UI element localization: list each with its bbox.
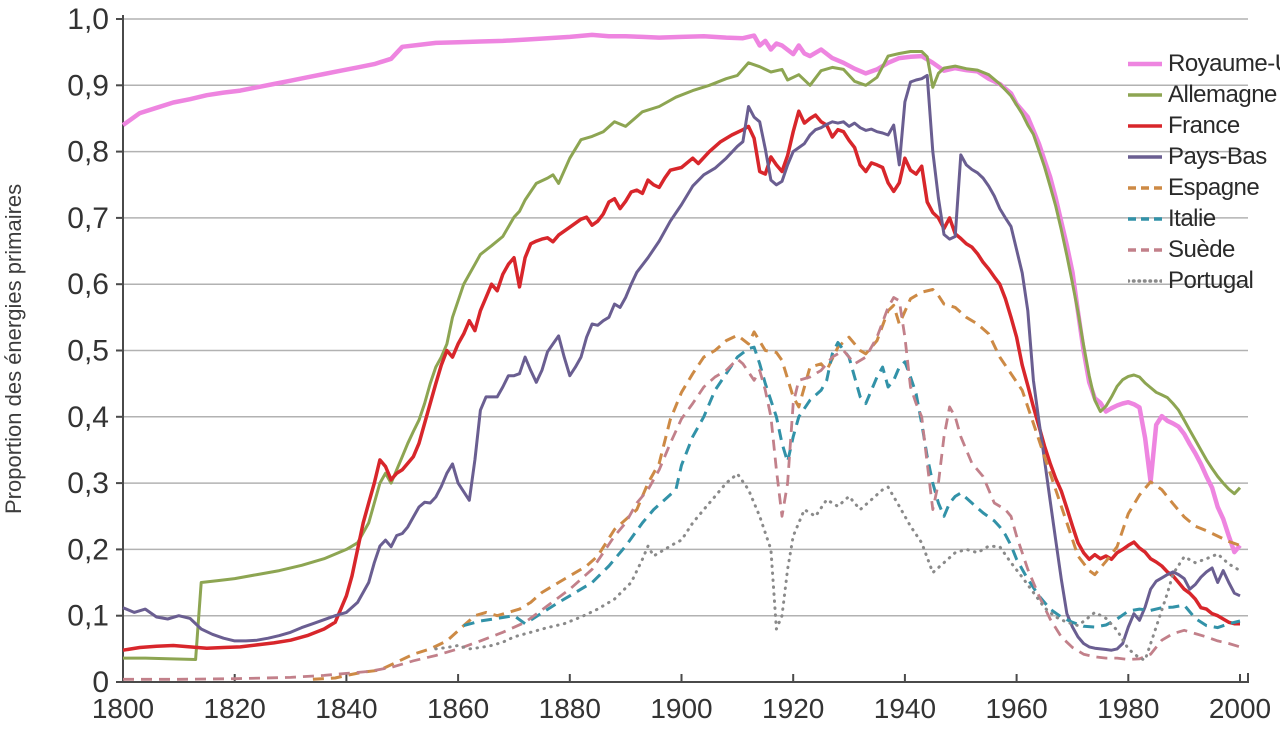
x-tick-label-1880: 1880 [539,693,601,724]
legend-label: Espagne [1168,173,1260,201]
series-line-italie [463,341,1241,630]
legend-label: Italie [1168,204,1216,232]
legend-swatch-icon [1128,92,1162,97]
legend-item-italie: Italie [1128,203,1280,234]
y-tick-label-0,8: 0,8 [67,136,109,169]
legend-label: Pays-Bas [1168,142,1267,170]
y-tick-label-0,2: 0,2 [67,533,109,566]
legend-swatch-icon [1128,123,1162,128]
legend-swatch-icon [1128,216,1162,221]
legend-item-allemagne: Allemagne [1128,79,1280,110]
y-tick-label-0: 0 [92,666,109,699]
x-tick-label-1940: 1940 [874,693,936,724]
series-line-portugal [434,472,1242,662]
legend: Royaume-Uni Allemagne France Pays-Bas Espagn… [1128,48,1280,296]
x-tick-label-1820: 1820 [204,693,266,724]
legend-label: Allemagne [1168,80,1277,108]
series-line-su-de [123,296,1241,681]
x-tick-label-1900: 1900 [650,693,712,724]
x-tick-label-1960: 1960 [985,693,1047,724]
legend-item-royaume-uni: Royaume-Uni [1128,48,1280,79]
y-tick-label-0,3: 0,3 [67,467,109,500]
y-tick-label-1,0: 1,0 [67,3,109,36]
y-tick-label-0,9: 0,9 [67,69,109,102]
legend-item-pays-bas: Pays-Bas [1128,141,1280,172]
y-tick-label-0,1: 0,1 [67,600,109,633]
x-tick-label-1800: 1800 [92,693,154,724]
legend-swatch-icon [1128,154,1162,159]
legend-item-france: France [1128,110,1280,141]
x-tick-label-1860: 1860 [427,693,489,724]
legend-item-portugal: Portugal [1128,265,1280,296]
x-tick-label-1920: 1920 [762,693,824,724]
legend-label: France [1168,111,1240,139]
legend-swatch-icon [1128,61,1162,66]
y-tick-label-0,5: 0,5 [67,335,109,368]
x-tick-label-1840: 1840 [315,693,377,724]
y-tick-label-0,6: 0,6 [67,268,109,301]
series-line-france [122,109,1240,652]
series-line-allemagne [123,50,1242,661]
legend-item-su-de: Suède [1128,234,1280,265]
legend-swatch-icon [1128,278,1162,283]
legend-swatch-icon [1128,185,1162,190]
series-line-espagne [312,288,1241,681]
legend-swatch-icon [1128,247,1162,252]
series-line-royaume-uni [121,32,1242,555]
series-line-pays-bas [122,73,1241,652]
legend-label: Royaume-Uni [1168,49,1280,77]
legend-label: Portugal [1168,266,1254,294]
legend-label: Suède [1168,235,1235,263]
y-tick-label-0,7: 0,7 [67,202,109,235]
y-tick-label-0,4: 0,4 [67,401,109,434]
legend-item-espagne: Espagne [1128,172,1280,203]
x-tick-label-2000: 2000 [1209,693,1271,724]
x-tick-label-1980: 1980 [1097,693,1159,724]
